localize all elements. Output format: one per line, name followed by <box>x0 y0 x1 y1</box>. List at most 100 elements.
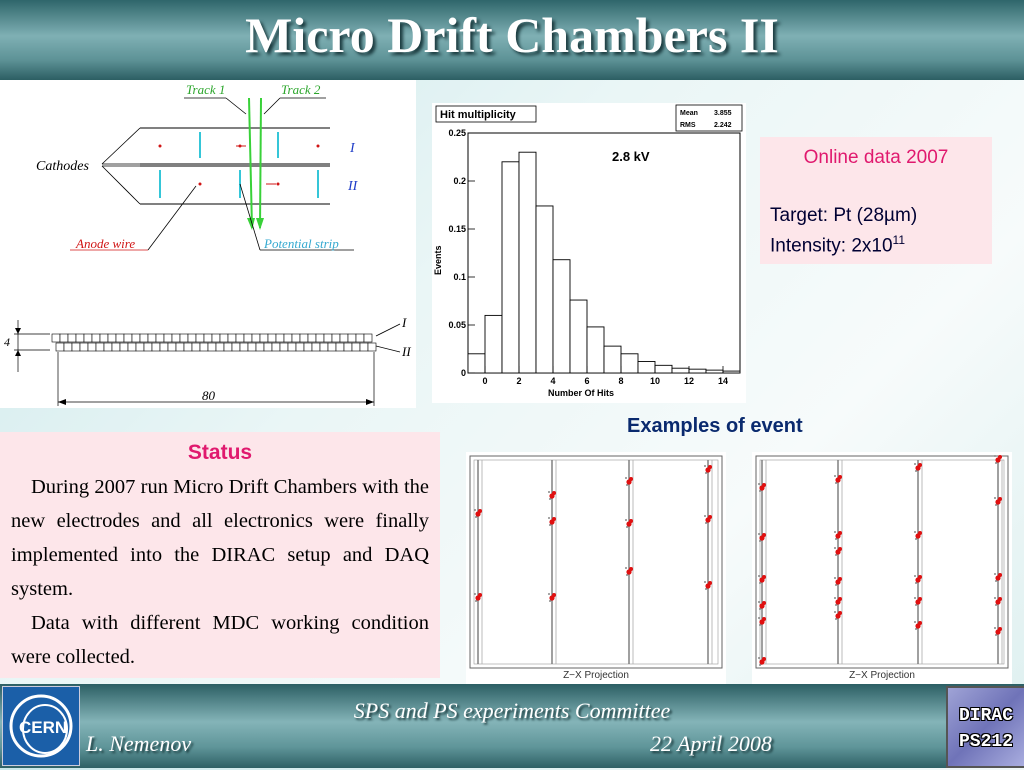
histogram-bin <box>467 353 486 374</box>
x-tick-label: 4 <box>550 376 555 386</box>
events-caption: Examples of event <box>627 415 803 437</box>
strip-cell <box>311 342 321 352</box>
x-axis-label: Number Of Hits <box>548 388 614 398</box>
strip-cell <box>351 342 361 352</box>
strip-cell <box>319 342 329 352</box>
track-1-label: Track 1 <box>186 82 225 97</box>
strip-cell <box>155 333 165 343</box>
y-tick-label: 0.05 <box>448 320 466 330</box>
anode-wires <box>158 144 320 186</box>
strip-cell <box>303 342 313 352</box>
cern-logo: CERN <box>2 686 80 766</box>
schematic-drawing: Track 1 Track 2 Cathodes Anode wire Pote… <box>4 82 411 406</box>
histogram-bin <box>654 364 673 374</box>
histogram-bin <box>484 314 503 374</box>
online-intensity: Intensity: 2x1011 <box>770 233 905 257</box>
event-display-1: Z−X Projection <box>466 452 726 686</box>
x-tick-label: 10 <box>650 376 660 386</box>
histogram-bin <box>501 161 520 374</box>
strip-cell <box>55 342 65 352</box>
strip-cell <box>167 342 177 352</box>
strip-cell <box>271 342 281 352</box>
strip-cell <box>159 342 169 352</box>
x-tick-label: 0 <box>482 376 487 386</box>
strip-cell <box>339 333 349 343</box>
strip-cell <box>291 333 301 343</box>
strip-cell <box>203 333 213 343</box>
status-text: During 2007 run Micro Drift Chambers wit… <box>11 470 429 674</box>
footer-author: L. Nemenov <box>86 731 192 756</box>
cern-logo-icon: CERN <box>9 694 73 758</box>
strip-cell <box>239 342 249 352</box>
strip-cell <box>231 342 241 352</box>
event-frame <box>755 455 1009 669</box>
strip-cell <box>91 333 101 343</box>
strip-cell <box>367 342 377 352</box>
strip-cell <box>195 333 205 343</box>
event-display-1-svg <box>469 455 723 669</box>
histogram-title: Hit multiplicity <box>440 109 517 121</box>
dirac-logo-line1: DIRAC <box>958 706 1013 726</box>
strip-cell <box>343 342 353 352</box>
histogram-bin <box>705 369 724 374</box>
strip-cell <box>327 342 337 352</box>
footer-committee: SPS and PS experiments Committee <box>353 698 671 723</box>
strip-cell <box>127 342 137 352</box>
dirac-logo-line2: PS212 <box>958 732 1013 752</box>
status-heading: Status <box>187 441 253 464</box>
histogram-svg: Hit multiplicity Mean 3.855 RMS 2.242 2.… <box>433 104 743 398</box>
strip-cell <box>251 333 261 343</box>
histogram-bin <box>603 345 622 374</box>
strip-cell <box>175 342 185 352</box>
strip-cell <box>147 333 157 343</box>
strip-cell <box>279 342 289 352</box>
online-target: Target: Pt (28µm) <box>770 205 918 226</box>
histogram-bin <box>671 367 690 374</box>
strip-cell <box>87 342 97 352</box>
event-display-2-svg <box>755 455 1009 669</box>
strip-cell <box>171 333 181 343</box>
strip-cell <box>123 333 133 343</box>
strip-cell <box>107 333 117 343</box>
strip-cell <box>267 333 277 343</box>
dimension-height: 4 <box>4 335 10 349</box>
dimension-width: 80 <box>202 388 216 403</box>
status-paragraph-2: Data with different MDC working conditio… <box>11 612 429 668</box>
slide-title: Micro Drift Chambers II <box>245 7 779 63</box>
strip-cell <box>299 333 309 343</box>
strip-cell <box>275 333 285 343</box>
y-tick-label: 0.25 <box>448 128 466 138</box>
layer-two-label: II <box>347 179 359 194</box>
strip-cell <box>347 333 357 343</box>
strip-cell <box>219 333 229 343</box>
strip-cell <box>119 342 129 352</box>
y-tick-label: 0.15 <box>448 224 466 234</box>
histogram-bin <box>586 326 605 374</box>
strip-cell <box>163 333 173 343</box>
strip-cell <box>151 342 161 352</box>
strip-cell <box>131 333 141 343</box>
histogram-bin <box>535 205 554 374</box>
status-box: Status During 2007 run Micro Drift Chamb… <box>0 432 440 678</box>
strip-cell <box>323 333 333 343</box>
cathode-pointer <box>101 165 141 205</box>
strip-cell <box>199 342 209 352</box>
title-bar <box>0 0 1024 80</box>
track-2-label: Track 2 <box>281 82 321 97</box>
strip-cell <box>115 333 125 343</box>
strip-cell <box>139 333 149 343</box>
cern-logo-text: CERN <box>19 718 67 737</box>
strip-cell <box>51 333 61 343</box>
strip-cell <box>263 342 273 352</box>
y-tick-label: 0.1 <box>453 272 466 282</box>
strip-cell <box>79 342 89 352</box>
x-tick-label: 8 <box>618 376 623 386</box>
strip-cell <box>103 342 113 352</box>
online-heading: Online data 2007 <box>803 147 949 168</box>
x-tick-label: 12 <box>684 376 694 386</box>
strip-cell <box>63 342 73 352</box>
histogram-bin <box>637 361 656 374</box>
footer-bar <box>0 684 1024 768</box>
strip-cell <box>111 342 121 352</box>
strip-cell <box>335 342 345 352</box>
